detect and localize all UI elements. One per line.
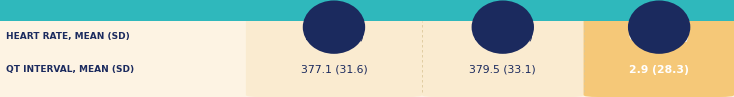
Text: QT INTERVAL, MEAN (SD): QT INTERVAL, MEAN (SD) [6,65,134,74]
Ellipse shape [628,0,691,54]
Ellipse shape [471,0,534,54]
Bar [0,0,246,97]
FancyBboxPatch shape [584,0,734,97]
FancyBboxPatch shape [246,0,422,97]
Ellipse shape [303,0,366,54]
Text: HEART RATE, MEAN (SD): HEART RATE, MEAN (SD) [6,32,130,41]
Text: 2.9 (28.3): 2.9 (28.3) [629,65,688,75]
Text: 379.5 (33.1): 379.5 (33.1) [470,65,536,75]
Text: 0.3 (11.7): 0.3 (11.7) [629,32,688,42]
Text: 74.6 (12.8): 74.6 (12.8) [473,32,533,42]
Text: 377.1 (31.6): 377.1 (31.6) [301,65,367,75]
Bar [0,0,734,21]
FancyBboxPatch shape [422,0,584,97]
Text: 74.1 (12.2): 74.1 (12.2) [304,32,364,42]
